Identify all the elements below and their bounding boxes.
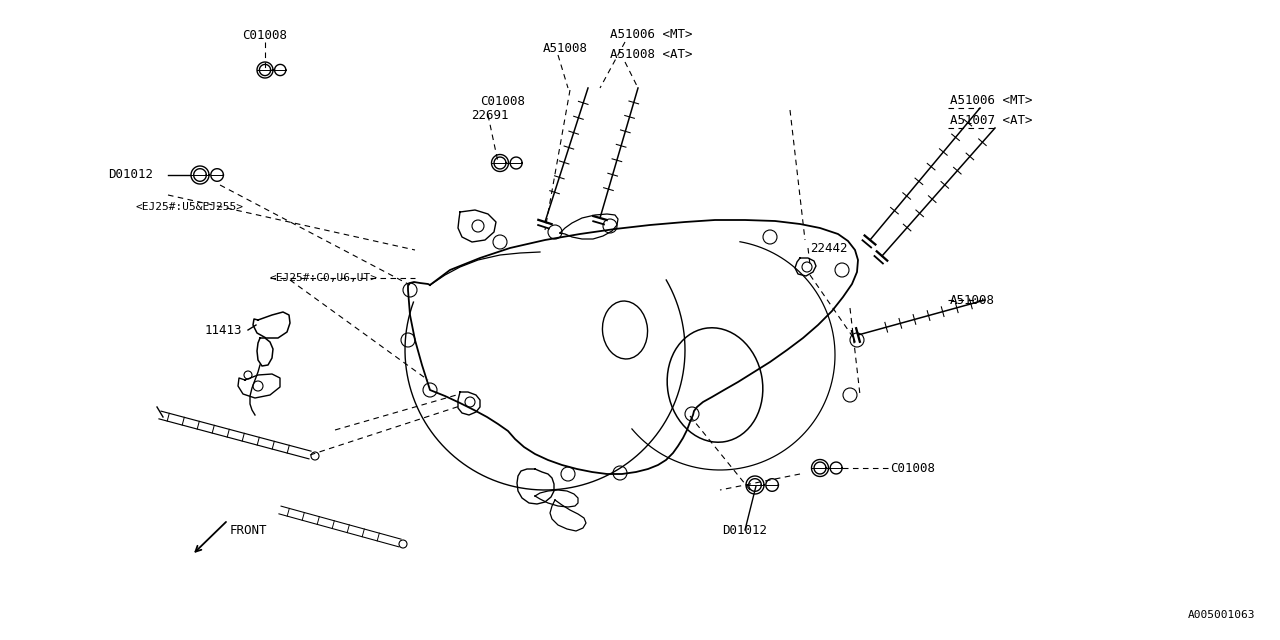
Text: C01008: C01008: [242, 29, 288, 42]
Text: A51006 <MT>: A51006 <MT>: [950, 93, 1033, 106]
Text: 22442: 22442: [810, 241, 847, 255]
Text: <EJ25#:C0,U6,UT>: <EJ25#:C0,U6,UT>: [270, 273, 378, 283]
Text: D01012: D01012: [108, 168, 154, 182]
Text: 22691: 22691: [471, 109, 508, 122]
Text: <EJ25#:U5&EJ255>: <EJ25#:U5&EJ255>: [134, 202, 243, 212]
Text: A51007 <AT>: A51007 <AT>: [950, 113, 1033, 127]
Text: A51008: A51008: [950, 294, 995, 307]
Text: 11413: 11413: [205, 323, 242, 337]
Text: A51008: A51008: [543, 42, 588, 54]
Text: A51008 <AT>: A51008 <AT>: [611, 49, 692, 61]
Text: D01012: D01012: [722, 524, 768, 536]
Text: A51006 <MT>: A51006 <MT>: [611, 29, 692, 42]
Text: C01008: C01008: [480, 95, 526, 108]
Text: FRONT: FRONT: [230, 524, 268, 536]
Text: A005001063: A005001063: [1188, 610, 1254, 620]
Text: C01008: C01008: [890, 461, 934, 474]
